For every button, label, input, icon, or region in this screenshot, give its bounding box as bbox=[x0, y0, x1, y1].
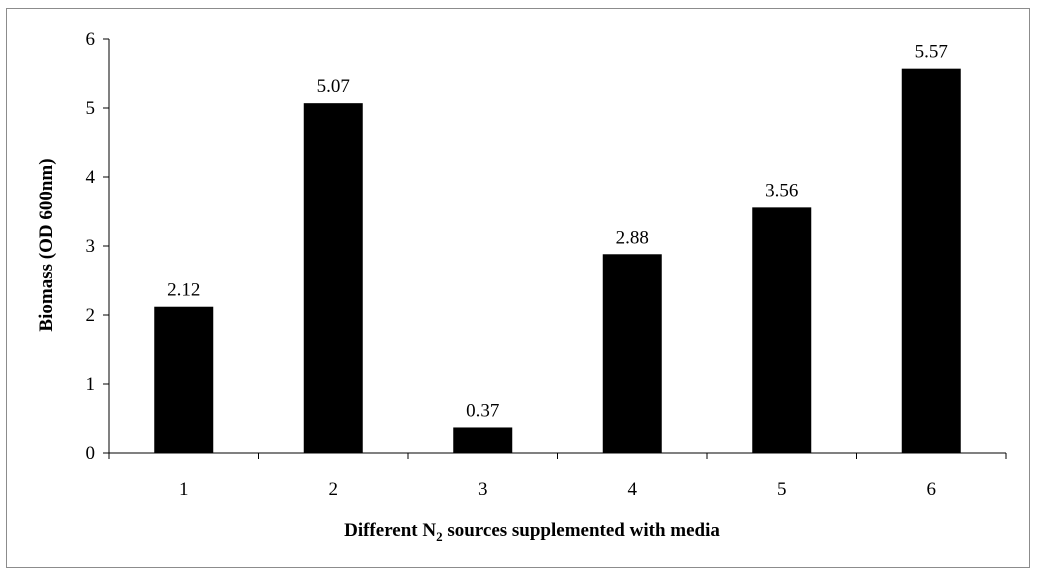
bar-data-label: 3.56 bbox=[765, 180, 798, 201]
y-tick-label: 6 bbox=[86, 29, 96, 50]
x-axis-title: Different N2 sources supplemented with m… bbox=[344, 520, 720, 544]
data-labels: 2.12 5.07 0.37 2.88 3.56 5.57 bbox=[167, 42, 948, 422]
bar bbox=[303, 103, 363, 454]
x-tick-label: 1 bbox=[179, 479, 189, 500]
x-tick-label: 5 bbox=[777, 479, 787, 500]
bar bbox=[154, 306, 214, 453]
y-ticks: 0 1 2 3 4 5 6 bbox=[86, 29, 109, 464]
bar bbox=[901, 68, 961, 454]
y-tick-label: 2 bbox=[86, 305, 96, 326]
x-tick-label: 3 bbox=[478, 479, 488, 500]
bar-data-label: 0.37 bbox=[466, 400, 499, 421]
x-tick-label: 2 bbox=[329, 479, 339, 500]
x-axis-title-suffix: sources supplemented with media bbox=[443, 520, 721, 541]
bar-data-label: 2.12 bbox=[167, 280, 200, 301]
bar bbox=[453, 427, 513, 453]
bar-data-label: 5.07 bbox=[317, 76, 350, 97]
x-axis-title-prefix: Different N bbox=[344, 520, 436, 541]
x-tick-label: 6 bbox=[927, 479, 937, 500]
y-axis-title: Biomass (OD 600nm) bbox=[36, 158, 57, 331]
bar-data-label: 2.88 bbox=[616, 227, 649, 248]
y-tick-label: 4 bbox=[86, 167, 96, 188]
y-tick-label: 3 bbox=[86, 236, 96, 257]
bars bbox=[154, 68, 961, 454]
y-tick-label: 1 bbox=[86, 374, 96, 395]
chart-frame bbox=[6, 8, 1030, 568]
bar bbox=[752, 207, 812, 453]
x-axis-title-subscript: 2 bbox=[436, 529, 443, 544]
bar-data-label: 5.57 bbox=[915, 42, 948, 63]
y-tick-label: 0 bbox=[86, 443, 96, 464]
bar bbox=[602, 254, 662, 453]
x-tick-label: 4 bbox=[628, 479, 638, 500]
y-tick-label: 5 bbox=[86, 98, 96, 119]
x-ticks: 1 2 3 4 5 6 bbox=[108, 453, 1007, 500]
